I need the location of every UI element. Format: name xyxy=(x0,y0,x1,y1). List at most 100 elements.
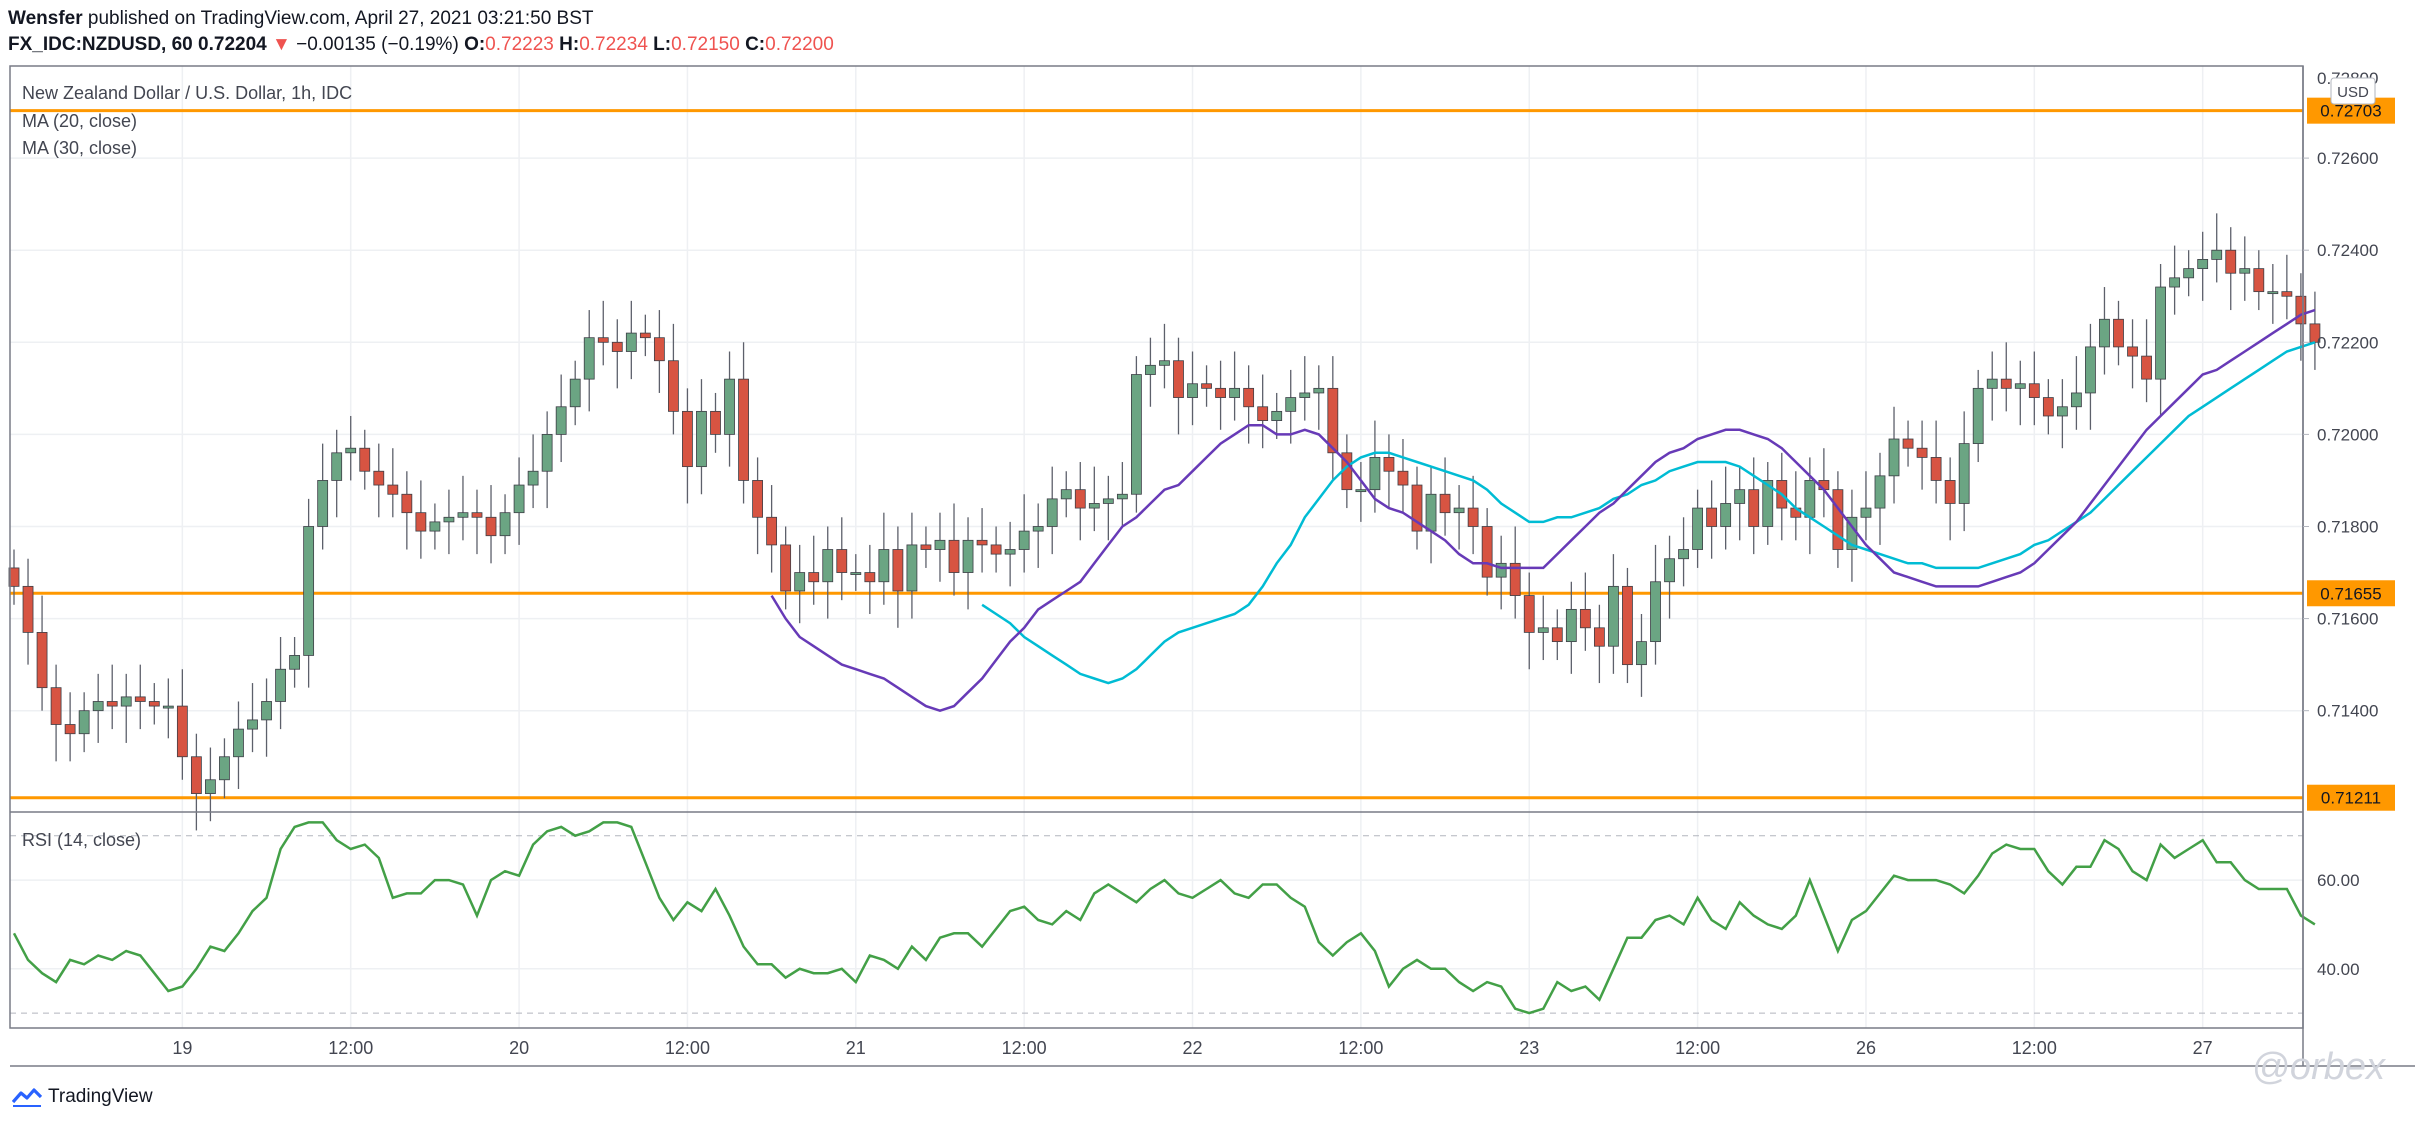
candle-up xyxy=(724,351,735,467)
candle-body xyxy=(499,512,511,537)
candle-body xyxy=(976,539,988,546)
candle-up xyxy=(1874,452,1886,545)
candle-body xyxy=(1734,489,1746,504)
candle-up xyxy=(822,526,834,619)
candle-down xyxy=(990,526,1002,573)
candle-body xyxy=(780,544,792,592)
candle-body xyxy=(2211,249,2223,260)
high-value: 0.72234 xyxy=(579,34,648,55)
candle-up xyxy=(1032,503,1044,568)
watermark: @orbex xyxy=(2251,1046,2387,1088)
candle-body xyxy=(1565,608,1577,643)
candle-body xyxy=(962,539,974,573)
candle-down xyxy=(1467,475,1479,555)
candle-body xyxy=(2141,355,2152,380)
candle-down xyxy=(668,323,679,435)
time-tick-label: 12:00 xyxy=(1675,1038,1720,1058)
candle-up xyxy=(233,701,244,789)
candle-up xyxy=(962,517,974,610)
candle-body xyxy=(1145,364,1156,375)
candle-up xyxy=(78,692,90,753)
candle-body xyxy=(233,728,244,758)
candle-up xyxy=(2071,356,2082,430)
candle-up xyxy=(261,678,272,757)
price-tick-label: 0.72000 xyxy=(2317,425,2378,444)
candle-body xyxy=(1285,397,1297,412)
candle-body xyxy=(2056,406,2068,417)
candle-body xyxy=(2042,397,2054,417)
author-name[interactable]: Wensfer xyxy=(8,8,83,29)
candle-body xyxy=(710,410,721,435)
candle-down xyxy=(1706,480,1718,559)
level-price-badge xyxy=(2307,784,2395,811)
candle-body xyxy=(2225,249,2237,274)
candle-body xyxy=(64,724,76,735)
candle-up xyxy=(555,374,567,463)
candle-body xyxy=(1439,493,1451,514)
candle-down xyxy=(653,310,665,393)
time-axis[interactable]: 19 12:00 20 12:00 21 12:00 22 12:00 23 12:00 26 12:… xyxy=(172,1038,2212,1058)
time-tick-label: 23 xyxy=(1519,1038,1539,1058)
candle-body xyxy=(1060,489,1072,500)
price-axis[interactable]: 0.71400 0.71600 0.71800 0.72000 0.72200 0.724… xyxy=(2303,69,2395,979)
candle-body xyxy=(36,632,48,689)
candle-up xyxy=(1678,517,1689,587)
level-price-badge xyxy=(2307,580,2395,607)
candle-body xyxy=(1383,457,1395,472)
candle-down xyxy=(892,526,904,628)
candle-up xyxy=(696,379,707,495)
legend: New Zealand Dollar / U.S. Dollar, 1h, ID… xyxy=(22,83,352,850)
candle-body xyxy=(1664,558,1675,583)
tradingview-brand[interactable]: TradingView xyxy=(12,1086,153,1108)
candle-down xyxy=(1832,471,1844,568)
candle-body xyxy=(1832,489,1844,550)
candle-up xyxy=(1762,462,1774,545)
horizontal-levels[interactable] xyxy=(10,109,2303,800)
candle-down xyxy=(2028,351,2040,426)
candle-down xyxy=(1579,572,1591,651)
candle-body xyxy=(1327,387,1339,454)
currency-badge[interactable]: USD xyxy=(2330,77,2376,105)
candle-up xyxy=(1972,369,1984,463)
candle-body xyxy=(2014,383,2026,389)
candle-body xyxy=(668,360,679,412)
candle-down xyxy=(780,526,792,610)
candle-down xyxy=(2309,291,2321,370)
candle-down xyxy=(50,664,62,762)
candle-body xyxy=(2197,259,2209,270)
candle-up xyxy=(541,411,553,509)
candle-down xyxy=(2000,342,2012,412)
candle-body xyxy=(275,668,286,702)
candle-body xyxy=(1173,360,1184,398)
candle-body xyxy=(541,433,553,472)
candle-body xyxy=(2295,295,2307,325)
candle-body xyxy=(696,410,707,468)
candle-down xyxy=(597,300,609,366)
candle-down xyxy=(1523,572,1535,670)
candle-body xyxy=(219,756,230,781)
candle-down xyxy=(106,664,118,730)
candle-down xyxy=(1383,434,1395,509)
candle-up xyxy=(331,429,343,518)
candle-body xyxy=(387,484,399,495)
chart-title: New Zealand Dollar / U.S. Dollar, 1h, ID… xyxy=(22,83,352,103)
time-tick-label: 26 xyxy=(1856,1038,1876,1058)
candle-body xyxy=(639,332,651,339)
candle-body xyxy=(1411,484,1423,532)
candle-down xyxy=(2141,319,2152,403)
candle-body xyxy=(331,452,343,481)
candle-up xyxy=(794,544,806,624)
candle-down xyxy=(359,429,371,490)
candle-body xyxy=(2071,392,2082,408)
candle-up xyxy=(247,683,258,753)
candle-up xyxy=(162,678,174,739)
candle-body xyxy=(1453,507,1465,514)
candle-up xyxy=(850,554,862,591)
candle-body xyxy=(724,378,735,435)
candle-body xyxy=(1706,507,1718,527)
candle-body xyxy=(2169,277,2181,288)
rsi-tick-label: 60.00 xyxy=(2317,871,2360,890)
candle-body xyxy=(2085,346,2096,394)
candle-body xyxy=(1930,457,1942,481)
